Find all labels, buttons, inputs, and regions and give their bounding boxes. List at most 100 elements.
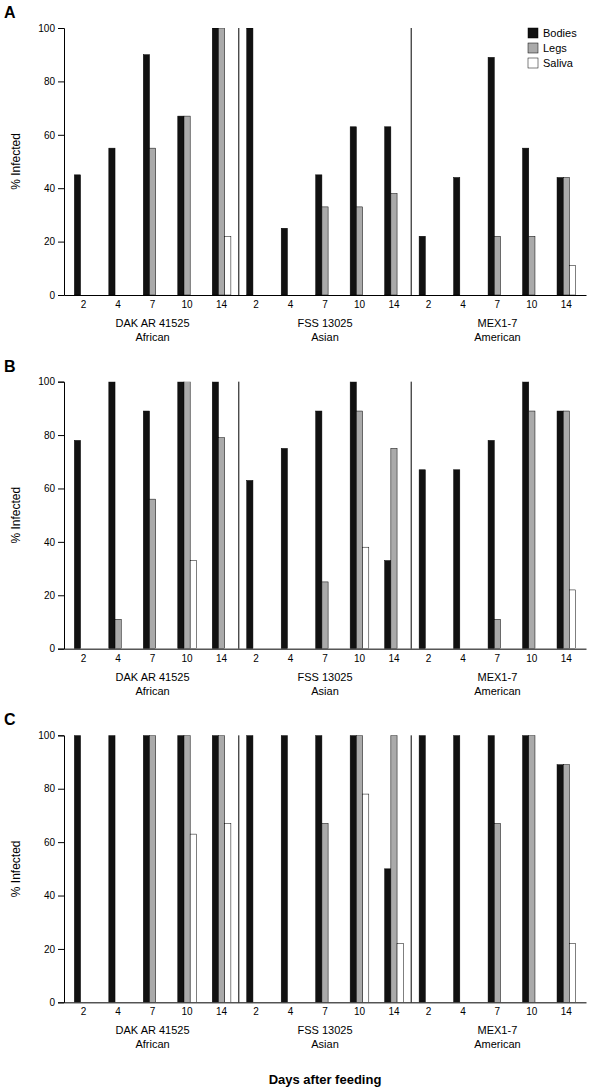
x-tick: 14 bbox=[216, 1002, 228, 1017]
bar bbox=[218, 438, 224, 649]
x-tick: 4 bbox=[460, 1002, 466, 1017]
bar-series bbox=[190, 547, 575, 648]
x-tick: 7 bbox=[150, 649, 156, 664]
y-tick-label: 0 bbox=[49, 997, 55, 1008]
bar bbox=[385, 869, 391, 1003]
x-tick-label: 10 bbox=[354, 1006, 366, 1017]
x-tick-label: 4 bbox=[288, 299, 294, 310]
bar bbox=[322, 823, 328, 1002]
group-label: FSS 13025 bbox=[297, 1024, 352, 1036]
y-axis-line bbox=[58, 736, 65, 1003]
bar bbox=[150, 735, 156, 1002]
bar bbox=[557, 765, 563, 1003]
group-separator bbox=[238, 28, 239, 295]
bar bbox=[115, 619, 121, 648]
bar-series bbox=[190, 794, 575, 1002]
y-tick: 40 bbox=[44, 890, 64, 901]
y-tick: 80 bbox=[44, 76, 64, 87]
y-tick: 80 bbox=[44, 430, 64, 441]
group-label: MEX1-7 bbox=[478, 317, 518, 329]
bar bbox=[529, 236, 535, 295]
bar bbox=[109, 735, 115, 1002]
bar bbox=[356, 411, 362, 649]
group-label: Asian bbox=[311, 685, 339, 697]
y-tick-mark bbox=[58, 188, 64, 189]
x-tick-label: 10 bbox=[182, 299, 194, 310]
panel-label: C bbox=[4, 711, 16, 728]
x-tick: 10 bbox=[354, 295, 366, 310]
bar bbox=[500, 648, 506, 649]
legend-swatch bbox=[528, 43, 538, 53]
group-label: Asian bbox=[311, 1038, 339, 1050]
x-tick: 10 bbox=[182, 1002, 194, 1017]
bar bbox=[454, 470, 460, 649]
x-tick: 4 bbox=[115, 295, 121, 310]
bar bbox=[328, 648, 334, 649]
legend-label: Saliva bbox=[543, 57, 574, 69]
bar-series bbox=[74, 382, 563, 649]
bar bbox=[87, 295, 93, 296]
group-label: African bbox=[135, 1038, 169, 1050]
bar bbox=[419, 470, 425, 649]
bar bbox=[569, 590, 575, 649]
bar bbox=[253, 295, 259, 296]
x-axis: 247101424710142471014 bbox=[65, 1002, 587, 1017]
x-tick-label: 2 bbox=[426, 1006, 432, 1017]
y-tick-label: 0 bbox=[49, 643, 55, 654]
group-label: African bbox=[135, 331, 169, 343]
y-tick-label: 80 bbox=[44, 783, 56, 794]
y-tick: 100 bbox=[38, 376, 64, 387]
bar bbox=[225, 236, 231, 295]
x-tick-label: 7 bbox=[150, 299, 156, 310]
bar bbox=[156, 648, 162, 649]
bar bbox=[557, 178, 563, 295]
bar bbox=[563, 765, 569, 1003]
bar bbox=[87, 1002, 93, 1003]
panel: 020406080100247101424710142471014DAK AR … bbox=[4, 4, 587, 343]
bar bbox=[557, 411, 563, 649]
bar bbox=[322, 582, 328, 649]
x-tick-label: 7 bbox=[495, 653, 501, 664]
bar bbox=[494, 619, 500, 648]
x-tick-label: 2 bbox=[253, 1006, 259, 1017]
legend-label: Bodies bbox=[543, 27, 577, 39]
bar bbox=[115, 1002, 121, 1003]
bar bbox=[385, 127, 391, 295]
y-axis: 020406080100 bbox=[38, 23, 64, 301]
bar bbox=[247, 735, 253, 1002]
bar bbox=[350, 735, 356, 1002]
y-tick-mark bbox=[58, 896, 64, 897]
y-tick-label: 100 bbox=[38, 376, 55, 387]
bar-series bbox=[225, 236, 576, 295]
y-tick-mark bbox=[58, 81, 64, 82]
bar bbox=[356, 735, 362, 1002]
x-tick-label: 7 bbox=[322, 653, 328, 664]
bar bbox=[397, 944, 403, 1003]
bar bbox=[419, 236, 425, 295]
bar bbox=[218, 28, 224, 295]
x-tick-label: 14 bbox=[388, 1006, 400, 1017]
y-tick-label: 80 bbox=[44, 430, 56, 441]
x-tick-label: 10 bbox=[526, 653, 538, 664]
y-axis-title: % Infected bbox=[9, 840, 23, 897]
bar bbox=[460, 295, 466, 296]
bar bbox=[466, 648, 472, 649]
bar bbox=[281, 735, 287, 1002]
y-tick: 60 bbox=[44, 483, 64, 494]
y-axis-line bbox=[58, 382, 65, 649]
bar bbox=[74, 175, 80, 295]
bar bbox=[432, 295, 438, 296]
bar bbox=[287, 648, 293, 649]
bar bbox=[115, 295, 121, 296]
bar bbox=[494, 236, 500, 295]
legend-swatch bbox=[528, 58, 538, 68]
x-tick-label: 7 bbox=[495, 1006, 501, 1017]
x-tick: 14 bbox=[216, 295, 228, 310]
x-tick-label: 2 bbox=[253, 653, 259, 664]
bar bbox=[535, 1002, 541, 1003]
bar bbox=[225, 648, 231, 649]
x-tick: 7 bbox=[322, 649, 328, 664]
x-tick-label: 2 bbox=[81, 653, 87, 664]
y-tick-label: 80 bbox=[44, 76, 56, 87]
panel-label: A bbox=[4, 4, 16, 21]
